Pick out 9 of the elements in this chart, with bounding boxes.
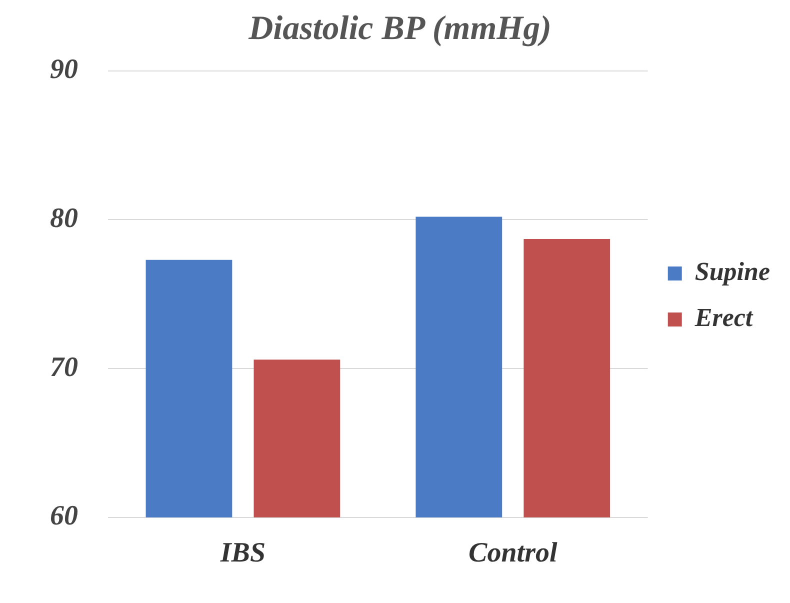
legend-label: Erect bbox=[694, 303, 754, 332]
x-tick-label: Control bbox=[468, 537, 558, 568]
y-tick-label: 60 bbox=[50, 500, 78, 532]
legend-label: Supine bbox=[694, 257, 770, 286]
y-tick-label: 90 bbox=[50, 54, 78, 86]
y-tick-label: 70 bbox=[50, 352, 78, 383]
y-tick-label: 80 bbox=[50, 202, 78, 234]
x-tick-label: IBS bbox=[219, 537, 266, 568]
chart-title: Diastolic BP (mmHg) bbox=[248, 10, 552, 48]
